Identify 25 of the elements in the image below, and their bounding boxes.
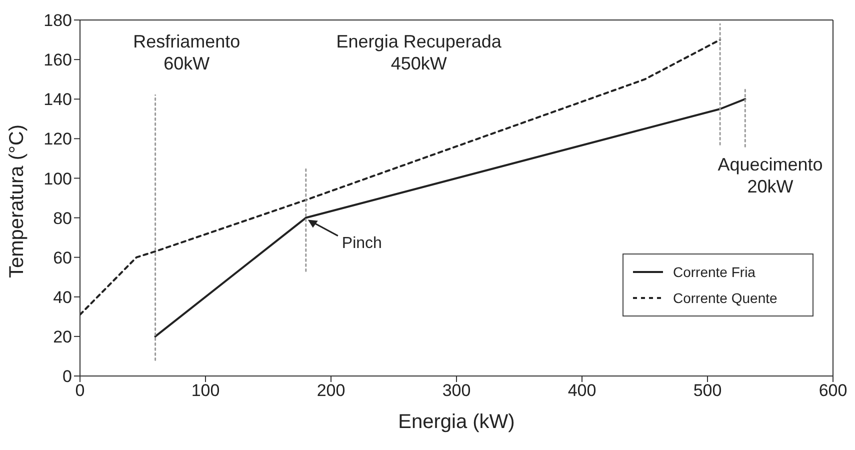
x-tick-label: 0 (75, 381, 85, 400)
y-tick-label: 120 (44, 130, 72, 149)
annotation: Resfriamento 60kW (133, 32, 240, 74)
y-tick-label: 180 (44, 11, 72, 30)
y-tick-label: 80 (53, 208, 72, 228)
y-tick-label: 140 (44, 90, 72, 110)
y-tick-label: 100 (44, 169, 72, 188)
legend-label: Corrente Quente (673, 290, 778, 306)
y-tick-label: 40 (53, 288, 72, 307)
x-tick-label: 200 (316, 381, 346, 400)
annotation: Aquecimento 20kW (718, 154, 823, 196)
y-tick-label: 60 (53, 248, 72, 268)
y-tick-label: 0 (62, 367, 72, 386)
y-tick-label: 160 (44, 50, 72, 70)
annotation: Pinch (342, 234, 382, 252)
annotation: Energia Recuperada 450kW (336, 32, 502, 74)
x-tick-label: 600 (818, 381, 848, 400)
legend-label: Corrente Fria (673, 264, 756, 280)
x-tick-label: 300 (442, 381, 471, 400)
x-tick-label: 500 (693, 381, 722, 400)
x-tick-label: 100 (191, 381, 220, 400)
x-tick-label: 400 (568, 381, 596, 400)
x-axis-title: Energia (kW) (398, 411, 515, 433)
y-axis-title: Temperatura (°C) (6, 124, 28, 278)
y-tick-label: 20 (53, 327, 72, 346)
